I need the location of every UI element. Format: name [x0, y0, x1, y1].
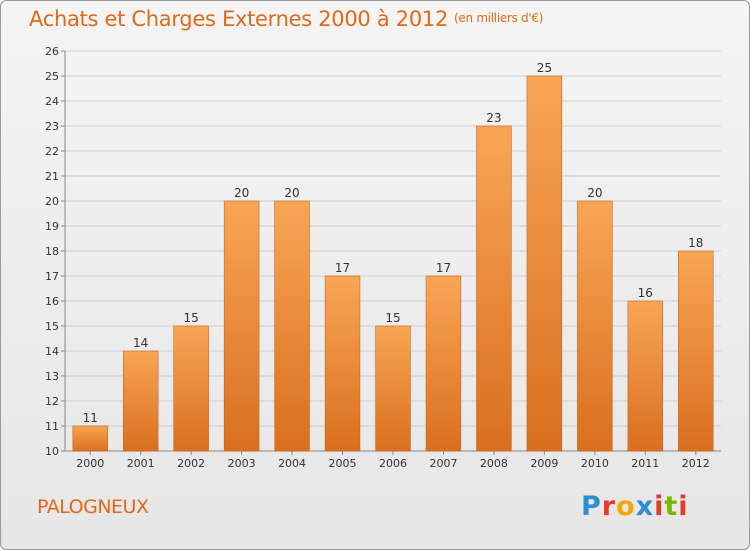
data-label-2001: 14 [133, 336, 148, 350]
data-label-2008: 23 [486, 111, 501, 125]
y-tick-label: 16 [45, 295, 59, 308]
data-label-2006: 15 [385, 311, 400, 325]
y-tick-label: 19 [45, 220, 59, 233]
x-tick-label-2005: 2005 [329, 457, 357, 470]
x-tick-label-2004: 2004 [278, 457, 306, 470]
y-tick-label: 24 [45, 95, 59, 108]
logo-letter: x [635, 491, 655, 522]
logo-letter: i [678, 491, 689, 522]
x-tick-label-2010: 2010 [581, 457, 609, 470]
chart-subtitle: (en milliers d'€) [454, 11, 544, 25]
bar-2012 [678, 250, 714, 452]
x-tick-label-2009: 2009 [530, 457, 558, 470]
logo-letter: r [601, 491, 617, 522]
chart-title: Achats et Charges Externes 2000 à 2012 (e… [29, 7, 543, 31]
y-tick-label: 17 [45, 270, 59, 283]
data-label-2002: 15 [184, 311, 199, 325]
y-tick-label: 12 [45, 395, 59, 408]
logo-letter: t [664, 491, 679, 522]
bar-2003 [223, 200, 260, 452]
logo-letter: o [616, 491, 636, 522]
y-tick-label: 23 [45, 120, 59, 133]
bar-2008 [476, 125, 512, 452]
bar-2004 [274, 200, 310, 452]
data-labels: 11 14 15 20 20 17 15 17 23 25 20 16 18 [83, 61, 704, 425]
data-label-2009: 25 [537, 61, 552, 75]
y-tick-label: 21 [45, 170, 59, 183]
x-tick-label-2000: 2000 [76, 457, 104, 470]
proxiti-logo[interactable]: Proxiti [581, 491, 689, 522]
logo-letter: P [581, 491, 602, 522]
y-tick-label: 15 [45, 320, 59, 333]
y-tick-label: 13 [45, 370, 59, 383]
y-tick-labels: 10 11 12 13 14 15 16 17 18 19 20 21 22 23 24 25 26 [45, 45, 59, 458]
x-tick-label-2002: 2002 [177, 457, 205, 470]
data-label-2004: 20 [284, 186, 299, 200]
x-tick-labels: 2000 2001 2002 2003 2004 2005 2006 2007 2008 2009… [76, 451, 710, 470]
x-tick-label-2011: 2011 [631, 457, 659, 470]
x-tick-label-2008: 2008 [480, 457, 508, 470]
data-label-2005: 17 [335, 261, 350, 275]
y-tick-label: 18 [45, 245, 59, 258]
x-tick-label-2012: 2012 [682, 457, 710, 470]
x-tick-label-2003: 2003 [228, 457, 256, 470]
data-label-2010: 20 [587, 186, 602, 200]
data-label-2000: 11 [83, 411, 98, 425]
y-tick-label: 11 [45, 420, 59, 433]
y-tick-label: 22 [45, 145, 59, 158]
data-label-2003: 20 [234, 186, 249, 200]
bar-2010 [577, 200, 613, 452]
y-tick-label: 10 [45, 445, 59, 458]
bar-2009 [526, 75, 563, 452]
chart-title-text: Achats et Charges Externes 2000 à 2012 [29, 7, 449, 31]
bar-2000 [72, 425, 108, 452]
bar-2002 [173, 325, 209, 452]
x-tick-label-2006: 2006 [379, 457, 407, 470]
y-tick-label: 25 [45, 70, 59, 83]
data-label-2011: 16 [638, 286, 653, 300]
bar-2005 [324, 275, 361, 452]
logo-letter: i [654, 491, 665, 522]
commune-name: PALOGNEUX [37, 496, 149, 518]
y-tick-label: 14 [45, 345, 59, 358]
x-tick-label-2007: 2007 [429, 457, 457, 470]
x-tick-label-2001: 2001 [127, 457, 155, 470]
bar-2001 [122, 350, 159, 452]
bar-2011 [627, 300, 664, 452]
bar-2007 [425, 275, 462, 452]
bars [72, 75, 714, 452]
y-tick-label: 26 [45, 45, 59, 58]
data-label-2012: 18 [688, 236, 703, 250]
bar-2006 [375, 325, 411, 452]
data-label-2007: 17 [436, 261, 451, 275]
y-tick-label: 20 [45, 195, 59, 208]
